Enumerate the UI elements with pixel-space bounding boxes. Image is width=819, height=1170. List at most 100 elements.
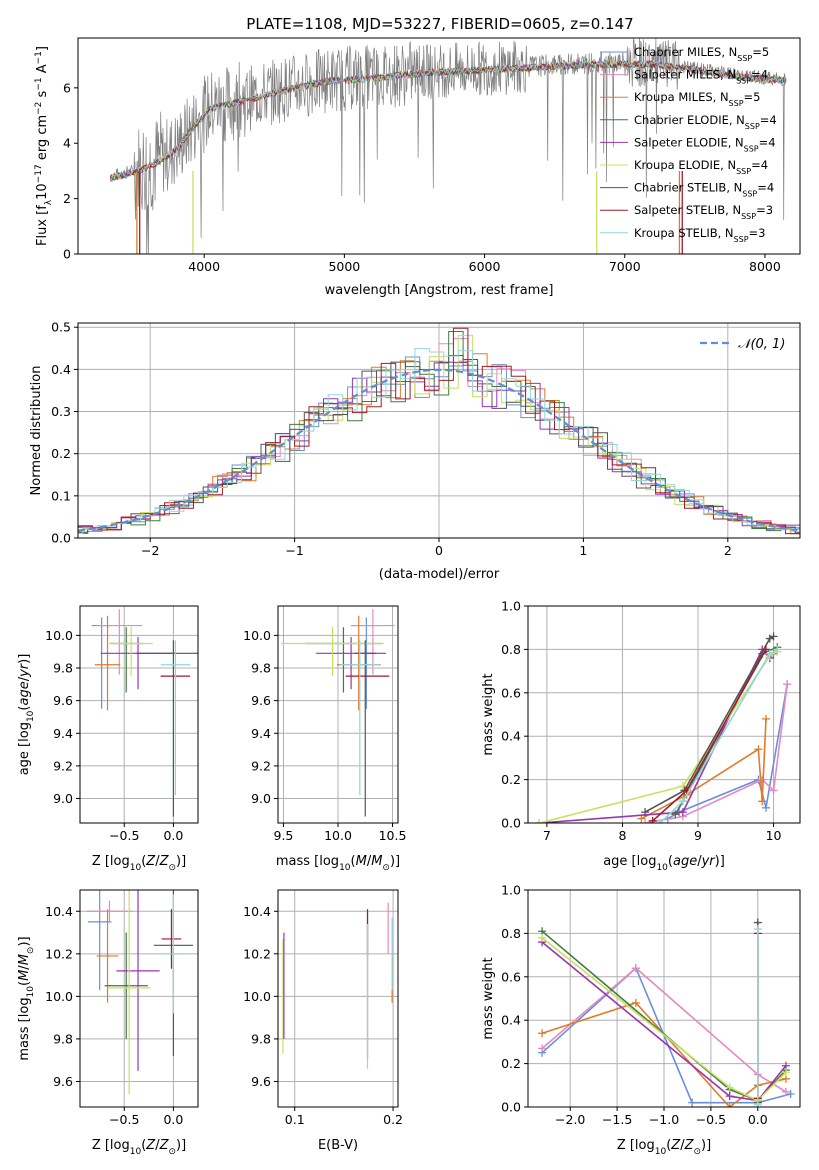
weight-point-cb_stelib xyxy=(769,632,778,641)
plot-layer xyxy=(282,902,393,1069)
y-tick-label: 6 xyxy=(63,80,71,95)
label-part: E(B-V) xyxy=(318,1138,358,1153)
x-tick-label: −1.5 xyxy=(602,1112,632,1127)
label-part: ( xyxy=(141,1138,146,1153)
x-tick-label: 10.0 xyxy=(324,828,352,843)
y-axis-label: Flux [fλ10−17 erg cm−2 s−1 A−1] xyxy=(34,46,54,246)
y-tick-label: 9.6 xyxy=(53,693,73,708)
label-part: Z xyxy=(145,1138,156,1153)
label-part: ] xyxy=(35,46,50,51)
label-part: )] xyxy=(176,1138,186,1153)
x-tick-label: 0.0 xyxy=(163,1112,183,1127)
weight-point-kr_stelib xyxy=(753,1100,762,1107)
y-tick-label: 1.0 xyxy=(501,599,521,614)
weight-point-kr_stelib xyxy=(773,645,782,654)
x-tick-label: 9 xyxy=(694,828,702,843)
legend-sub: SSP xyxy=(744,144,759,153)
label-part: ⊙ xyxy=(168,863,176,873)
legend-label-cb_stelib: Chabrier STELIB, NSSP=4 xyxy=(634,181,774,199)
weight-point-cb_stelib xyxy=(641,808,650,817)
y-tick-label: 10.0 xyxy=(243,989,271,1004)
residual-hist-kr_elodie xyxy=(78,334,800,532)
label-part: Z [log xyxy=(617,1138,655,1153)
legend-sub: SSP xyxy=(741,212,756,221)
label-part: ( xyxy=(668,854,673,869)
y-tick-label: 9.4 xyxy=(251,726,271,741)
label-part: / xyxy=(155,854,160,869)
weight-line-sp_elodie xyxy=(541,941,787,1102)
weight-point-sp_miles xyxy=(758,775,767,784)
label-part: 10 xyxy=(35,183,50,200)
legend-label-sp_stelib: Salpeter STELIB, NSSP=3 xyxy=(634,203,773,221)
y-tick-label: 9.2 xyxy=(53,758,73,773)
weight-point-kr_elodie xyxy=(535,819,544,823)
chart-mass_vs_Z: −0.5 0.09.69.810.010.210.4Z [log10(Z/Z⊙)]… xyxy=(17,889,199,1157)
y-tick-label: 2 xyxy=(63,191,71,206)
plot-layer xyxy=(86,890,194,1095)
y-tick-label: 9.6 xyxy=(53,1074,73,1089)
label-part: Flux [f xyxy=(35,205,50,246)
label-part: )] xyxy=(390,854,400,869)
legend-tail: =3 xyxy=(749,226,766,240)
label-part: / xyxy=(697,854,702,869)
y-tick-label: 10.0 xyxy=(45,628,73,643)
weight-line-sp_miles xyxy=(644,683,788,823)
legend-tail: =4 xyxy=(751,68,768,82)
figure-title: PLATE=1108, MJD=53227, FIBERID=0605, z=0… xyxy=(246,15,633,33)
label-part: age [log xyxy=(17,722,32,775)
label-part: 10 xyxy=(656,863,668,873)
y-tick-label: 0.2 xyxy=(501,772,521,787)
x-tick-label: 9.5 xyxy=(274,828,294,843)
label-part: / xyxy=(155,1138,160,1153)
y-tick-label: 9.8 xyxy=(251,661,271,676)
label-part: λ xyxy=(44,199,54,205)
weight-point-sp_stelib xyxy=(648,816,657,823)
x-tick-label: −1.0 xyxy=(649,1112,679,1127)
weight-point-cb_miles xyxy=(762,803,770,812)
chart-residuals: −2 −1 0 1 2 0.0 0.1 0.2 0.3 0.4 0.5 (data-model)/er… xyxy=(29,320,801,582)
plot-layer xyxy=(538,918,795,1107)
chart-spectrum: 4000 5000 6000 7000 8000 0 2 4 6 wavelength [Angs… xyxy=(34,37,801,298)
label-part: ( xyxy=(17,706,32,711)
legend-sub: SSP xyxy=(734,234,749,243)
label-part: / xyxy=(17,965,32,970)
weight-point-sp_miles xyxy=(783,680,792,689)
label-part: yr xyxy=(17,662,32,678)
label-part: 10 xyxy=(339,863,351,873)
model-line-kr_stelib xyxy=(110,59,787,180)
plot-layer xyxy=(535,632,792,823)
label-part: Z [log xyxy=(92,1138,130,1153)
y-tick-label: 9.0 xyxy=(53,791,73,806)
legend-text: Chabrier STELIB, N xyxy=(634,181,742,195)
label-part: Z xyxy=(670,1138,681,1153)
weight-point-kr_miles xyxy=(538,1029,547,1038)
y-tick-label: 10.4 xyxy=(45,904,73,919)
label-part: / xyxy=(367,854,372,869)
x-tick-label: −2 xyxy=(141,543,159,558)
y-tick-label: 0 xyxy=(63,247,71,262)
label-part: M xyxy=(17,970,32,981)
x-tick-label: 0 xyxy=(435,543,443,558)
plot-layer xyxy=(281,609,395,817)
y-tick-label: 0.6 xyxy=(501,969,521,984)
label-part: erg cm xyxy=(35,115,50,164)
label-part: age [log xyxy=(603,854,656,869)
label-part: −1 xyxy=(34,51,44,64)
weight-point-sp_miles xyxy=(538,1044,547,1053)
label-part: yr xyxy=(701,854,717,869)
y-tick-label: 1.0 xyxy=(501,883,521,898)
label-part: ( xyxy=(141,854,146,869)
weight-point-sp_miles xyxy=(641,819,650,823)
y-tick-label: 10.2 xyxy=(243,946,271,961)
axes-layer: 4000 5000 6000 7000 8000 0 2 4 6 wavelength [Angs… xyxy=(34,37,801,298)
axes-layer: −2.0 −1.5 −1.0 −0.5 0.0 0.0 0.2 0.4 0.6 0.8 1.0 Z [… xyxy=(481,883,801,1157)
label-part: )] xyxy=(17,936,32,946)
weight-point-cb_miles xyxy=(688,1098,697,1107)
y-axis-label: mass weight xyxy=(481,673,496,755)
y-axis-label: age [log10(age/yr)] xyxy=(17,654,36,776)
y-tick-label: 10.0 xyxy=(45,989,73,1004)
axes-frame xyxy=(79,605,199,824)
legend-label-gauss: 𝒩(0, 1) xyxy=(738,337,785,352)
x-tick-label: 6000 xyxy=(469,259,501,274)
label-part: M xyxy=(17,954,32,965)
